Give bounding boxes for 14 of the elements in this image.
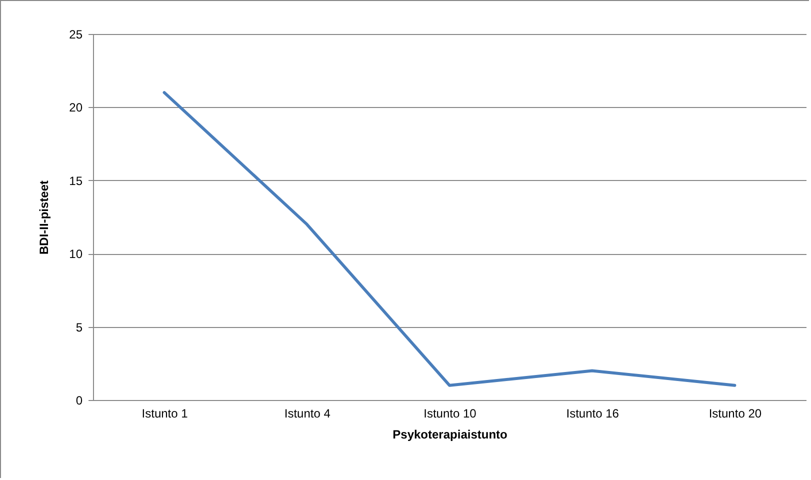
line-series xyxy=(162,91,736,387)
y-tick-label: 15 xyxy=(69,174,83,188)
y-tick-label: 0 xyxy=(76,394,83,408)
x-tick-label: Istunto 10 xyxy=(424,406,477,420)
y-tick-label: 20 xyxy=(69,100,83,115)
y-tick-label: 10 xyxy=(69,247,83,262)
x-tick-label: Istunto 20 xyxy=(708,406,762,420)
x-axis-title: Psykoterapiaistunto xyxy=(392,428,508,442)
x-tick-label: Istunto 1 xyxy=(142,406,188,420)
y-tick-label: 5 xyxy=(76,320,83,334)
x-tick-label: Istunto 4 xyxy=(284,406,331,420)
y-tick-label: 25 xyxy=(69,28,83,42)
x-tick-label: Istunto 16 xyxy=(566,406,620,420)
y-axis-title: BDI-II-pisteet xyxy=(37,180,52,255)
